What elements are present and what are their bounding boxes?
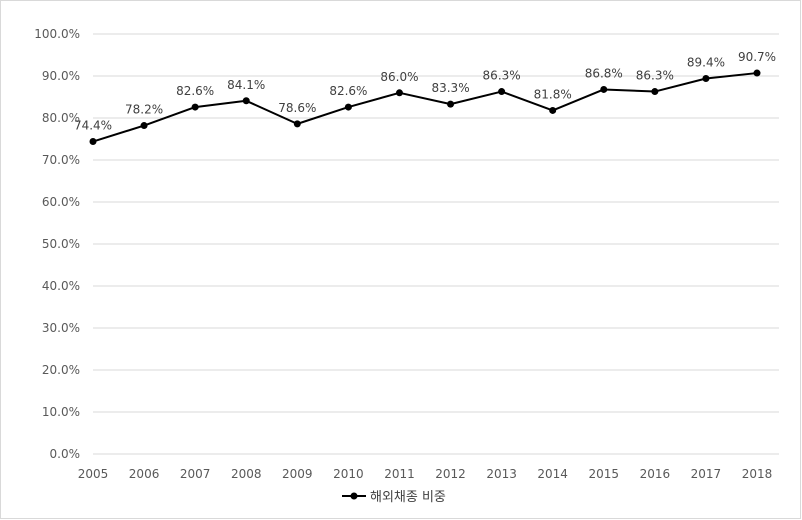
data-point-2013 bbox=[498, 88, 506, 96]
y-tick-label: 80.0% bbox=[42, 111, 80, 125]
data-label-2018: 90.7% bbox=[738, 50, 776, 64]
data-label-2017: 89.4% bbox=[687, 56, 725, 70]
y-tick-label: 50.0% bbox=[42, 237, 80, 251]
data-label-2010: 82.6% bbox=[329, 84, 367, 98]
data-point-2006 bbox=[140, 122, 148, 130]
data-point-2012 bbox=[447, 100, 455, 108]
data-label-2007: 82.6% bbox=[176, 84, 214, 98]
data-point-2011 bbox=[395, 89, 403, 97]
data-point-2007 bbox=[191, 103, 199, 111]
x-axis: 2005 2006 2007 2008 2009 2010 2011 2012 2013 2014… bbox=[78, 467, 773, 481]
legend-label: 해외채종 비중 bbox=[370, 490, 446, 505]
x-tick-label: 2005 bbox=[78, 467, 109, 481]
data-label-2009: 78.6% bbox=[278, 101, 316, 115]
x-tick-label: 2013 bbox=[486, 467, 517, 481]
legend-marker-swatch bbox=[350, 492, 358, 500]
data-point-2010 bbox=[344, 103, 352, 111]
legend: 해외채종 비중 bbox=[342, 490, 446, 505]
y-tick-label: 100.0% bbox=[34, 27, 80, 41]
data-point-2017 bbox=[702, 75, 710, 83]
x-tick-label: 2014 bbox=[537, 467, 568, 481]
x-tick-label: 2012 bbox=[435, 467, 466, 481]
data-label-2011: 86.0% bbox=[380, 70, 418, 84]
series-line bbox=[92, 72, 758, 143]
data-point-2018 bbox=[753, 69, 761, 77]
data-point-2014 bbox=[549, 106, 557, 114]
data-label-2006: 78.2% bbox=[125, 103, 163, 117]
y-tick-label: 40.0% bbox=[42, 279, 80, 293]
x-tick-label: 2016 bbox=[640, 467, 671, 481]
data-label-2016: 86.3% bbox=[636, 69, 674, 83]
data-label-2014: 81.8% bbox=[534, 87, 572, 101]
data-labels: 74.4% 78.2% 82.6% 84.1% 78.6% 82.6% 86.0% 83.3%… bbox=[74, 50, 776, 132]
series-haeoe-chaejong bbox=[89, 69, 761, 146]
data-label-2012: 83.3% bbox=[431, 81, 469, 95]
data-label-2008: 84.1% bbox=[227, 78, 265, 92]
y-tick-label: 70.0% bbox=[42, 153, 80, 167]
y-tick-label: 90.0% bbox=[42, 69, 80, 83]
x-tick-label: 2015 bbox=[588, 467, 619, 481]
x-tick-label: 2008 bbox=[231, 467, 262, 481]
x-tick-label: 2006 bbox=[129, 467, 160, 481]
data-point-2015 bbox=[600, 85, 608, 93]
y-tick-label: 20.0% bbox=[42, 363, 80, 377]
y-tick-label: 10.0% bbox=[42, 405, 80, 419]
data-point-2008 bbox=[242, 97, 250, 105]
y-tick-label: 0.0% bbox=[50, 447, 81, 461]
x-tick-label: 2018 bbox=[742, 467, 773, 481]
y-tick-label: 30.0% bbox=[42, 321, 80, 335]
data-point-2005 bbox=[89, 138, 97, 146]
y-tick-label: 60.0% bbox=[42, 195, 80, 209]
data-label-2015: 86.8% bbox=[585, 66, 623, 80]
data-point-2009 bbox=[293, 120, 301, 128]
x-tick-label: 2017 bbox=[691, 467, 722, 481]
x-tick-label: 2009 bbox=[282, 467, 313, 481]
x-tick-label: 2007 bbox=[180, 467, 211, 481]
data-label-2005: 74.4% bbox=[74, 119, 112, 133]
x-tick-label: 2011 bbox=[384, 467, 415, 481]
data-point-2016 bbox=[651, 88, 659, 96]
y-axis: 0.0% 10.0% 20.0% 30.0% 40.0% 50.0% 60.0% 70.0% 8… bbox=[34, 27, 80, 461]
gridlines bbox=[93, 33, 779, 455]
data-label-2013: 86.3% bbox=[483, 69, 521, 83]
x-tick-label: 2010 bbox=[333, 467, 364, 481]
